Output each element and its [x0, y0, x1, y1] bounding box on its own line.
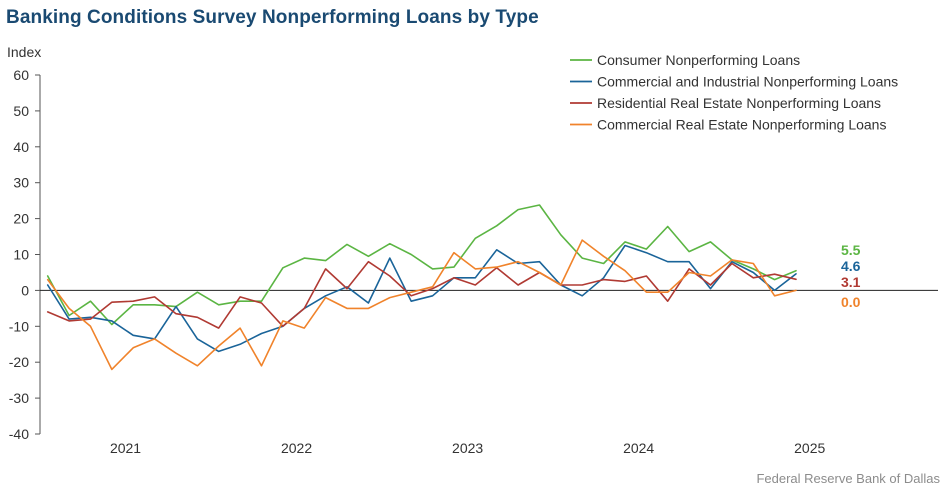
- y-tick-label: 20: [13, 211, 29, 227]
- end-labels: 5.54.63.1 0.0: [841, 242, 861, 310]
- y-tick-label: -30: [9, 390, 29, 406]
- y-axis-label: Index: [7, 44, 41, 60]
- series-line-4: [46, 239, 797, 371]
- y-tick-label: 50: [13, 103, 29, 119]
- x-tick-label: 2021: [110, 440, 141, 456]
- legend-label: Consumer Nonperforming Loans: [597, 52, 800, 68]
- y-tick-label: 0: [21, 282, 29, 298]
- chart-title: Banking Conditions Survey Nonperforming …: [6, 7, 539, 28]
- x-tick-label: 2025: [794, 440, 825, 456]
- y-tick-label: 40: [13, 139, 29, 155]
- series-line-3: [46, 260, 797, 329]
- legend: Consumer Nonperforming Loans Commercial a…: [570, 52, 898, 133]
- end-value-label: 5.5: [841, 242, 861, 258]
- series-line-2: [46, 244, 797, 353]
- axes: 60 50 40 30 20 10 0 -10 -20 -30 -40 2021 2022 2023 202…: [9, 67, 938, 456]
- x-tick-label: 2022: [281, 440, 312, 456]
- x-tick-label: 2024: [623, 440, 654, 456]
- end-value-label: 4.6: [841, 258, 861, 274]
- series-line-1: [46, 204, 797, 326]
- y-tick-label: -20: [9, 354, 29, 370]
- y-tick-label: 30: [13, 175, 29, 191]
- legend-label: Residential Real Estate Nonperforming Lo…: [597, 95, 881, 111]
- y-tick-label: -10: [9, 318, 29, 334]
- y-tick-label: -40: [9, 426, 29, 442]
- source-footer: Federal Reserve Bank of Dallas: [756, 471, 940, 486]
- x-tick-label: 2023: [452, 440, 483, 456]
- y-tick-label: 60: [13, 67, 29, 83]
- end-value-label: 0.0: [841, 294, 861, 310]
- legend-label: Commercial and Industrial Nonperforming …: [597, 74, 898, 90]
- series-group: [46, 204, 797, 371]
- end-value-label: 3.1: [841, 274, 861, 290]
- legend-label: Commercial Real Estate Nonperforming Loa…: [597, 117, 886, 133]
- y-tick-label: 10: [13, 247, 29, 263]
